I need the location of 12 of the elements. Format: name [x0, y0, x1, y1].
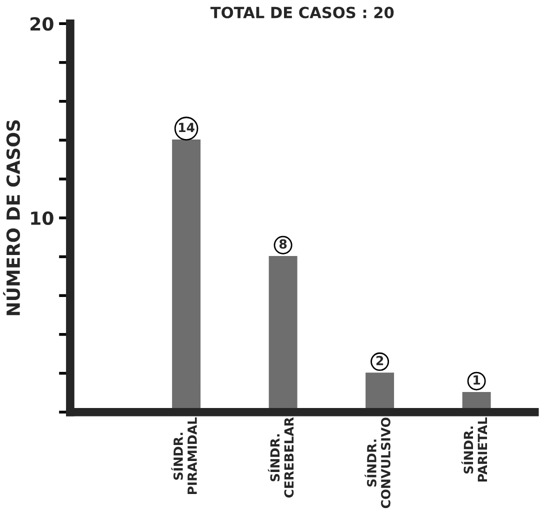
data-label: 8 [279, 239, 287, 249]
data-label: 1 [474, 375, 480, 385]
data-label: 14 [179, 122, 194, 132]
y-tick-label: 10 [31, 211, 54, 225]
data-label: 2 [376, 356, 384, 366]
y-axis-title: NÚMERO DE CASOS [3, 120, 20, 316]
x-tick-label: SÍNDR. PIRAMIDAL [171, 417, 197, 494]
y-tick-label: 20 [30, 17, 54, 31]
x-tick-label: SÍNDR. CEREBELAR [268, 417, 294, 498]
chart-title: TOTAL DE CASOS : 20 [210, 6, 394, 18]
x-tick-label: SÍNDR. PARIETAL [461, 417, 487, 482]
x-tick-label: SÍNDR. CONVULSIVO [364, 418, 390, 508]
